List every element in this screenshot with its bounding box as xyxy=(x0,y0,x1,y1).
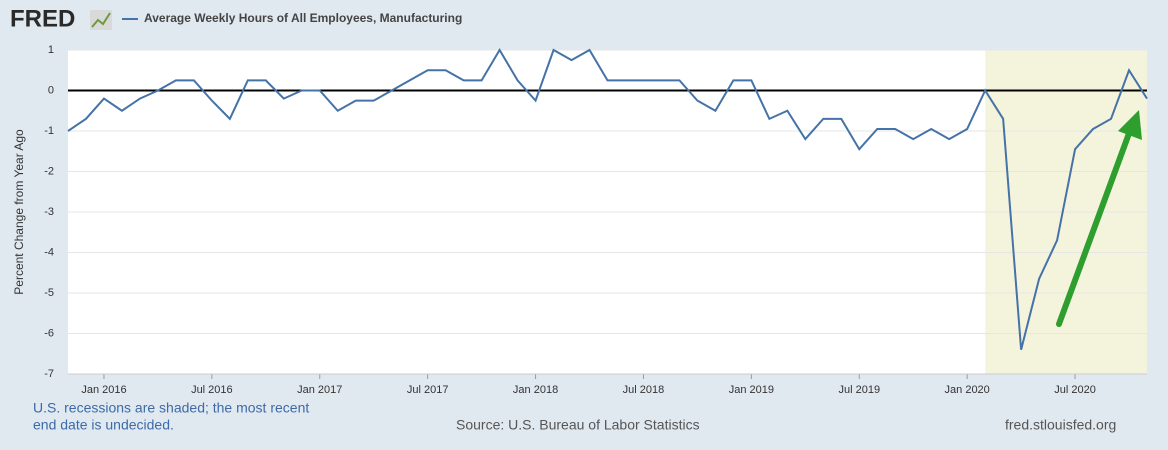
x-tick-label: Jan 2018 xyxy=(513,384,558,396)
x-tick-label: Jul 2016 xyxy=(191,384,233,396)
x-tick-label: Jan 2016 xyxy=(81,384,126,396)
x-tick-label: Jan 2020 xyxy=(945,384,990,396)
y-tick-label: 1 xyxy=(48,44,54,56)
x-tick-label: Jan 2017 xyxy=(297,384,342,396)
note: end date is undecided. xyxy=(33,417,174,433)
x-tick-label: Jul 2017 xyxy=(407,384,449,396)
y-tick-label: -2 xyxy=(44,165,54,177)
y-tick-label: -7 xyxy=(44,368,54,380)
y-tick-label: -4 xyxy=(44,246,54,258)
annotation-arrowhead xyxy=(1118,110,1142,140)
y-tick-label: -6 xyxy=(44,327,54,339)
source: Source: U.S. Bureau of Labor Statistics xyxy=(456,417,700,433)
y-tick-label: -3 xyxy=(44,206,54,218)
logo-icon xyxy=(90,10,112,30)
y-tick-label: -5 xyxy=(44,287,54,299)
y-axis-label: Percent Change from Year Ago xyxy=(12,129,26,295)
x-tick-label: Jul 2020 xyxy=(1054,384,1096,396)
legend-label: Average Weekly Hours of All Employees, M… xyxy=(144,11,462,25)
url: fred.stlouisfed.org xyxy=(1005,417,1116,433)
x-tick-label: Jul 2019 xyxy=(838,384,880,396)
series-line xyxy=(67,48,1148,350)
y-tick-label: 0 xyxy=(48,84,54,96)
note: U.S. recessions are shaded; the most rec… xyxy=(33,400,309,416)
annotation-arrow xyxy=(1056,125,1134,327)
x-tick-label: Jan 2019 xyxy=(729,384,774,396)
logo: FRED xyxy=(10,5,75,32)
y-tick-label: -1 xyxy=(44,125,54,137)
x-tick-label: Jul 2018 xyxy=(623,384,665,396)
